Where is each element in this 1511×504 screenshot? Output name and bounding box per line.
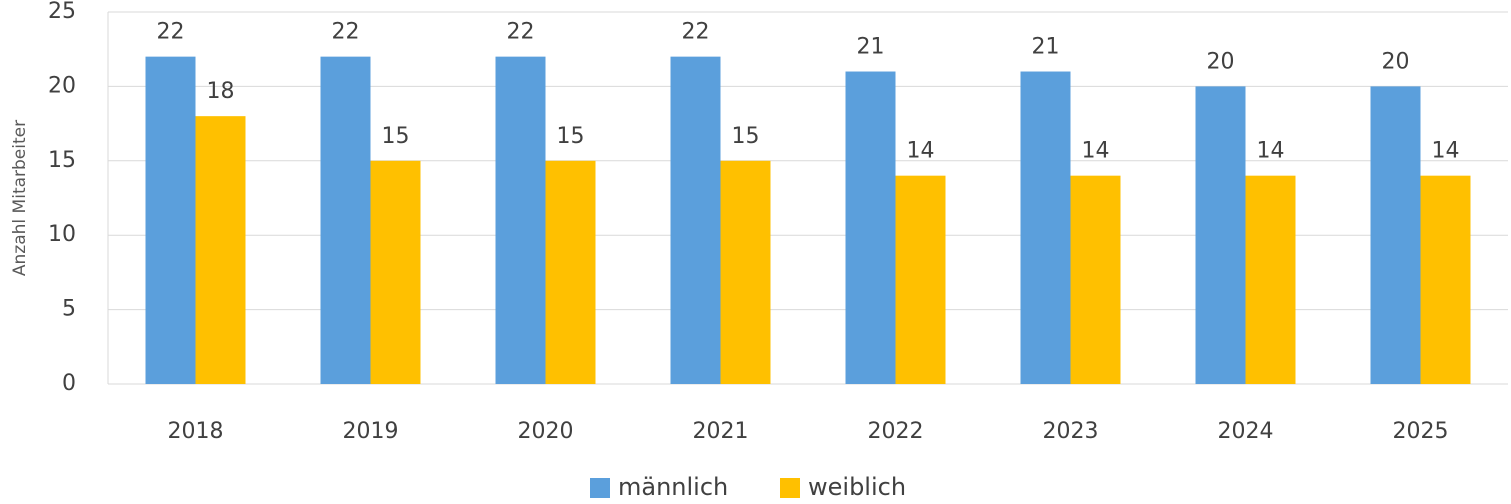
bar xyxy=(495,56,546,384)
bar xyxy=(720,160,771,384)
bar xyxy=(195,116,246,384)
value-label: 22 xyxy=(682,20,710,45)
bar xyxy=(320,56,371,384)
x-tick-label: 2020 xyxy=(518,419,574,444)
legend-label: männlich xyxy=(618,473,728,501)
bar xyxy=(1370,86,1421,385)
value-label: 20 xyxy=(1207,49,1235,74)
bar xyxy=(845,71,896,385)
value-label: 15 xyxy=(382,124,410,149)
value-label: 14 xyxy=(1257,139,1285,164)
bar xyxy=(1070,175,1121,384)
x-tick-label: 2021 xyxy=(693,419,749,444)
legend-swatch xyxy=(780,478,800,498)
x-tick-label: 2023 xyxy=(1043,419,1099,444)
bar xyxy=(1420,175,1471,384)
value-label: 21 xyxy=(857,35,885,60)
value-label: 21 xyxy=(1032,35,1060,60)
y-tick-label: 5 xyxy=(62,297,76,322)
bar xyxy=(545,160,596,384)
bar xyxy=(1245,175,1296,384)
value-label: 22 xyxy=(332,20,360,45)
value-label: 20 xyxy=(1382,49,1410,74)
value-label: 15 xyxy=(732,124,760,149)
y-tick-label: 10 xyxy=(48,222,76,247)
legend-swatch xyxy=(590,478,610,498)
y-axis-label: Anzahl Mitarbeiter xyxy=(10,120,30,276)
bar xyxy=(895,175,946,384)
value-label: 18 xyxy=(207,79,235,104)
x-tick-label: 2025 xyxy=(1393,419,1449,444)
y-tick-label: 0 xyxy=(62,371,76,396)
x-tick-label: 2018 xyxy=(168,419,224,444)
y-tick-label: 20 xyxy=(48,73,76,98)
value-label: 15 xyxy=(557,124,585,149)
value-label: 14 xyxy=(907,139,935,164)
x-tick-label: 2024 xyxy=(1218,419,1274,444)
bar xyxy=(1020,71,1071,385)
value-label: 14 xyxy=(1082,139,1110,164)
value-label: 22 xyxy=(507,20,535,45)
value-label: 22 xyxy=(157,20,185,45)
bar xyxy=(1195,86,1246,385)
bar xyxy=(370,160,421,384)
legend-label: weiblich xyxy=(808,473,906,501)
bar xyxy=(145,56,196,384)
x-tick-label: 2022 xyxy=(868,419,924,444)
bar xyxy=(670,56,721,384)
y-tick-label: 15 xyxy=(48,148,76,173)
value-label: 14 xyxy=(1432,139,1460,164)
y-tick-label: 25 xyxy=(48,0,76,24)
x-tick-label: 2019 xyxy=(343,419,399,444)
